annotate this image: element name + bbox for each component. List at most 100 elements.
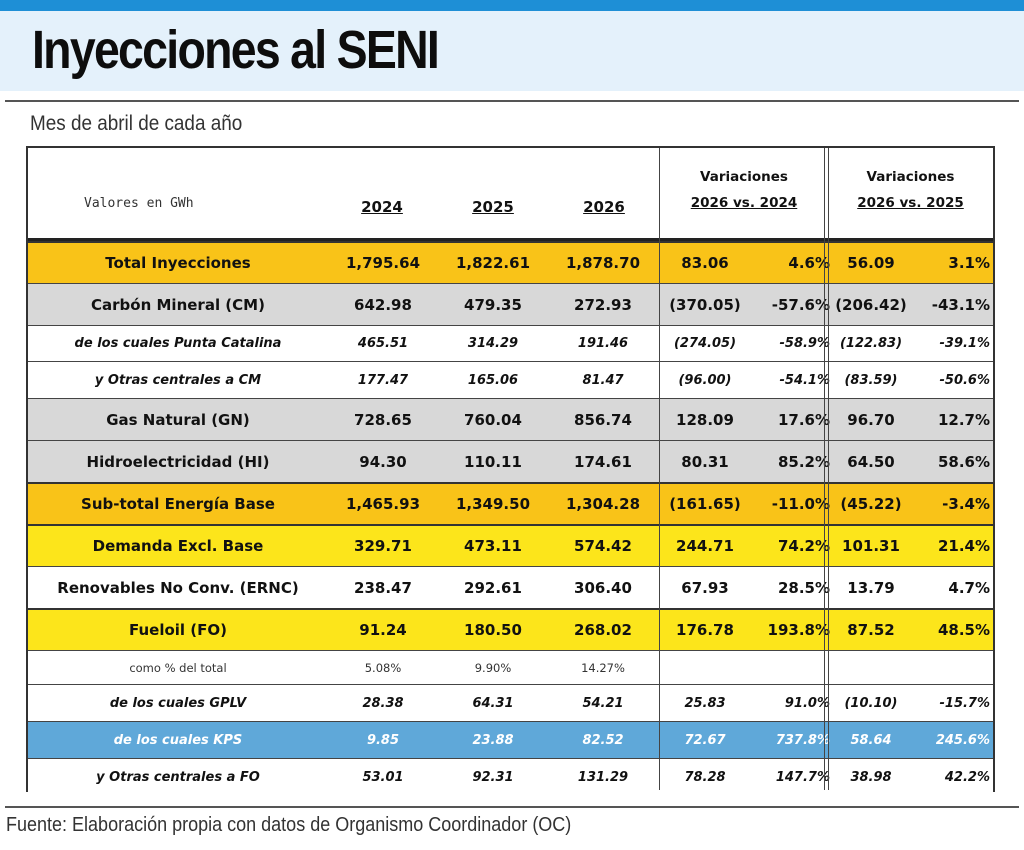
variation-2-value: (83.59) <box>844 372 898 388</box>
title-band: Inyecciones al SENI <box>0 11 1024 91</box>
value-2024: 91.24 <box>359 621 407 639</box>
variation-2-percent: 3.1% <box>948 254 990 272</box>
header-year-2025: 2025 <box>472 198 514 216</box>
value-2024: 1,465.93 <box>345 495 421 513</box>
value-2026: 82.52 <box>582 732 624 748</box>
table-row: Fueloil (FO) 91.24 180.50 268.02 176.78 193.8… <box>28 608 993 650</box>
variation-1-value: 78.28 <box>684 769 726 785</box>
value-2024: 1,795.64 <box>345 254 421 272</box>
variation-1-value: (96.00) <box>678 372 732 388</box>
variation-2-percent: -50.6% <box>939 372 991 388</box>
table-row: Gas Natural (GN) 728.65 760.04 856.74 128.09… <box>28 398 993 440</box>
variation-1-percent: 91.0% <box>784 695 830 711</box>
variation-1-percent: -57.6% <box>771 295 830 314</box>
source-footer: Fuente: Elaboración propia con datos de … <box>6 814 572 836</box>
column-divider <box>659 148 660 790</box>
row-label: como % del total <box>129 660 227 675</box>
variation-2-value: (10.10) <box>844 695 898 711</box>
variation-2-value: 38.98 <box>850 769 892 785</box>
value-2026: 174.61 <box>574 452 632 471</box>
value-2026: 856.74 <box>574 410 632 429</box>
table-row: Total Inyecciones 1,795.64 1,822.61 1,878.7… <box>28 241 993 283</box>
header-variation-2: Variaciones 2026 vs. 2025 <box>828 164 993 216</box>
value-2024: 642.98 <box>354 295 412 314</box>
variation-2-percent: 4.7% <box>948 578 990 597</box>
row-label: y Otras centrales a FO <box>96 769 260 785</box>
variation-1-value: 83.06 <box>681 254 729 272</box>
variation-2-value: (45.22) <box>840 495 902 513</box>
row-label: de los cuales Punta Catalina <box>74 336 282 351</box>
variation-2-subtitle: 2026 vs. 2025 <box>857 195 964 211</box>
header-year-2024: 2024 <box>361 198 403 216</box>
row-label: Total Inyecciones <box>105 254 251 272</box>
variation-1-percent: 737.8% <box>775 732 830 748</box>
value-2026: 1,304.28 <box>565 495 641 513</box>
variation-2-value: 58.64 <box>850 732 892 748</box>
value-2024: 28.38 <box>362 695 404 711</box>
value-2025: 92.31 <box>472 769 514 785</box>
variation-2-value: 64.50 <box>847 452 895 471</box>
value-2025: 479.35 <box>464 295 522 314</box>
footer-divider <box>5 806 1019 808</box>
header-variation-1: Variaciones 2026 vs. 2024 <box>660 164 828 216</box>
variation-1-value: (161.65) <box>669 495 741 513</box>
value-2024: 9.85 <box>366 732 400 748</box>
value-2025: 165.06 <box>467 372 519 388</box>
value-2026: 272.93 <box>574 295 632 314</box>
value-2025: 1,822.61 <box>455 254 531 272</box>
table-row: Renovables No Conv. (ERNC) 238.47 292.61 30… <box>28 566 993 608</box>
variation-1-percent <box>740 651 830 684</box>
variation-1-value: 25.83 <box>684 695 726 711</box>
value-2024: 5.08% <box>364 660 402 675</box>
variation-1-value: 176.78 <box>676 621 734 639</box>
column-divider <box>824 148 825 790</box>
data-table: Valores en GWh 2024 2025 2026 Variacione… <box>26 146 995 795</box>
table-row: y Otras centrales a FO 53.01 92.31 131.29 78… <box>28 758 993 795</box>
value-2026: 131.29 <box>577 769 629 785</box>
row-label: Sub-total Energía Base <box>81 495 275 513</box>
column-divider <box>828 148 829 790</box>
table-header: Valores en GWh 2024 2025 2026 Variacione… <box>28 148 993 241</box>
value-2025: 760.04 <box>464 410 522 429</box>
value-2024: 94.30 <box>359 452 407 471</box>
value-2025: 23.88 <box>472 732 514 748</box>
variation-1-percent: 85.2% <box>777 452 830 471</box>
value-2025: 180.50 <box>464 621 522 639</box>
value-2026: 574.42 <box>574 537 632 555</box>
row-label: Carbón Mineral (CM) <box>91 295 265 314</box>
row-label: de los cuales GPLV <box>109 695 247 711</box>
table-row: Hidroelectricidad (HI) 94.30 110.11 174.61 8… <box>28 440 993 482</box>
value-2024: 177.47 <box>357 372 409 388</box>
table-row: de los cuales GPLV 28.38 64.31 54.21 25.83 91… <box>28 684 993 721</box>
variation-2-title: Variaciones <box>866 169 955 185</box>
variation-2-percent: 42.2% <box>944 769 990 785</box>
value-2025: 473.11 <box>464 537 522 555</box>
header-year-2026: 2026 <box>583 198 625 216</box>
value-2026: 81.47 <box>582 372 624 388</box>
row-label: y Otras centrales a CM <box>94 372 262 388</box>
variation-2-value: 87.52 <box>847 621 895 639</box>
variation-1-percent: 4.6% <box>788 254 830 272</box>
variation-2-value: 96.70 <box>847 410 895 429</box>
table-row: Carbón Mineral (CM) 642.98 479.35 272.93 (37… <box>28 283 993 325</box>
variation-2-percent: -43.1% <box>931 295 990 314</box>
row-label: Renovables No Conv. (ERNC) <box>57 578 299 597</box>
value-2024: 728.65 <box>354 410 412 429</box>
variation-1-percent: 147.7% <box>775 769 830 785</box>
variation-1-value: 128.09 <box>676 410 734 429</box>
table-row: de los cuales Punta Catalina 465.51 314.29… <box>28 325 993 361</box>
variation-1-percent: -58.9% <box>779 336 831 351</box>
variation-1-percent: 74.2% <box>777 537 830 555</box>
variation-2-value: 56.09 <box>847 254 895 272</box>
variation-2-value: 13.79 <box>847 578 895 597</box>
variation-1-value: 67.93 <box>681 578 729 597</box>
variation-1-value: (274.05) <box>673 336 737 351</box>
table-row: como % del total 5.08% 9.90% 14.27% <box>28 650 993 684</box>
value-2026: 268.02 <box>574 621 632 639</box>
units-label: Valores en GWh <box>84 196 194 211</box>
variation-2-percent: 245.6% <box>935 732 990 748</box>
variation-1-value: (370.05) <box>669 295 741 314</box>
variation-2-percent: 21.4% <box>937 537 990 555</box>
variation-1-value: 72.67 <box>684 732 726 748</box>
value-2025: 110.11 <box>464 452 522 471</box>
